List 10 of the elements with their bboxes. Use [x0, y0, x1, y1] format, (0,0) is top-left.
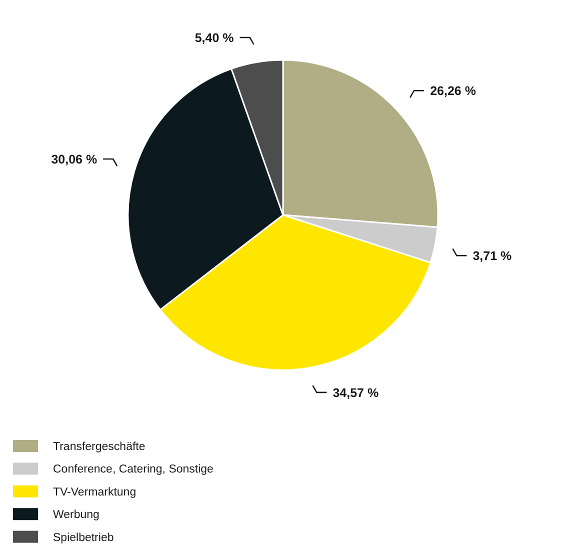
data-label: 34,57 % — [332, 386, 379, 400]
legend-label: Transfergeschäfte — [53, 441, 146, 454]
legend-label: Conference, Catering, Sonstige — [53, 464, 214, 476]
legend-label: Werbung — [53, 509, 100, 522]
data-label: 5,40 % — [194, 30, 234, 45]
legend-label: Spielbetrieb — [53, 532, 114, 544]
data-label: 26,26 % — [430, 84, 476, 98]
legend-label: TV-Vermarktung — [53, 486, 136, 498]
data-label: 3,71 % — [472, 249, 512, 264]
data-label: 30,06 % — [51, 152, 98, 166]
